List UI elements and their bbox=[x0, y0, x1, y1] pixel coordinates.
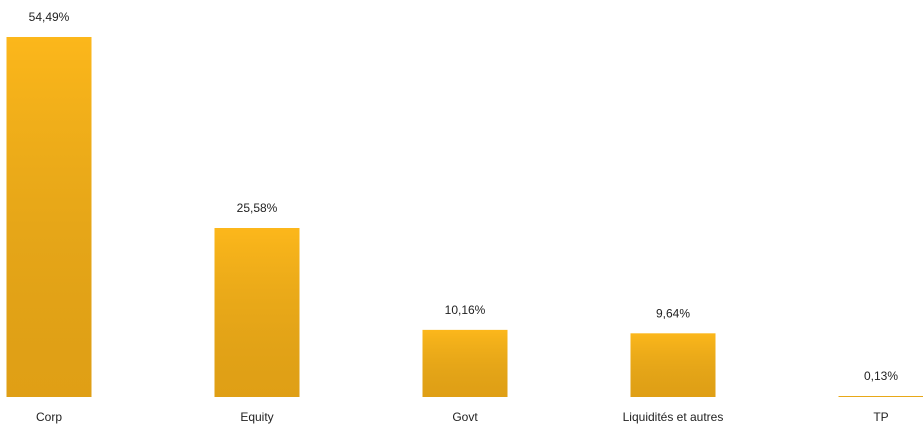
bar bbox=[214, 228, 300, 397]
x-tick-label: Equity bbox=[240, 410, 273, 424]
x-tick-label: Govt bbox=[452, 410, 478, 424]
value-label: 9,64% bbox=[656, 306, 690, 320]
value-label: 54,49% bbox=[29, 10, 70, 24]
value-label: 25,58% bbox=[237, 201, 278, 215]
bar bbox=[630, 333, 716, 397]
value-label: 0,13% bbox=[864, 369, 898, 383]
value-label: 10,16% bbox=[445, 303, 486, 317]
x-tick-label: Liquidités et autres bbox=[623, 410, 724, 424]
bar bbox=[422, 329, 508, 397]
bar bbox=[6, 37, 92, 397]
x-tick-label: Corp bbox=[36, 410, 62, 424]
x-tick-label: TP bbox=[873, 410, 888, 424]
bar bbox=[838, 396, 923, 397]
